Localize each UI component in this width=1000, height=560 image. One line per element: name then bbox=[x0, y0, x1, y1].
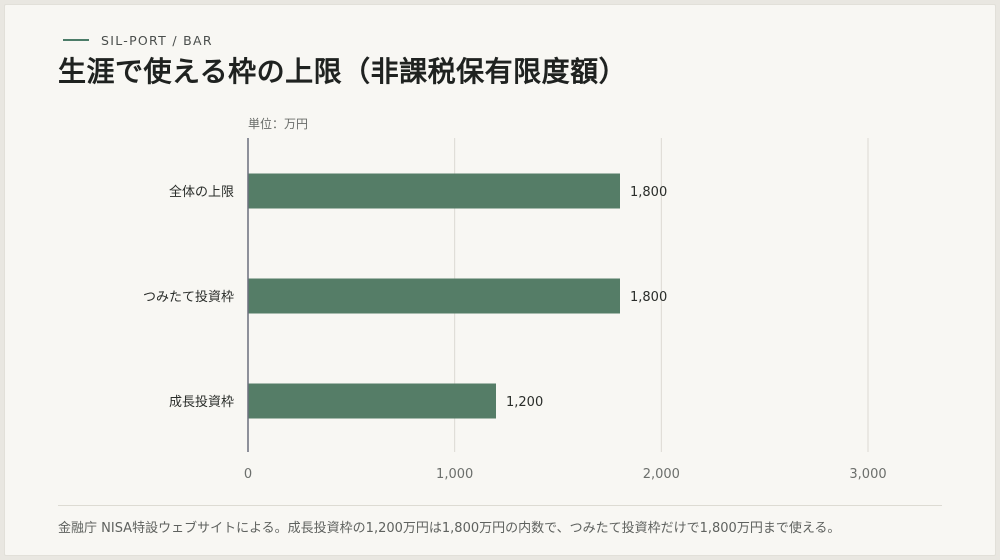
page-title: 生涯で使える枠の上限（非課税保有限度額） bbox=[58, 55, 628, 88]
bar-value-label: 1,200 bbox=[506, 395, 543, 410]
x-tick-label: 2,000 bbox=[643, 467, 680, 482]
footer-note: 金融庁 NISA特設ウェブサイトによる。成長投資枠の1,200万円は1,800万… bbox=[58, 521, 841, 536]
bar bbox=[248, 173, 620, 209]
x-tick-label: 1,000 bbox=[436, 467, 473, 482]
category-label: 成長投資枠 bbox=[169, 394, 234, 410]
bar-value-label: 1,800 bbox=[630, 185, 667, 200]
bar bbox=[248, 383, 496, 419]
category-label: 全体の上限 bbox=[169, 184, 234, 200]
footer-divider bbox=[58, 505, 942, 506]
x-tick-label: 0 bbox=[244, 467, 252, 482]
unit-label: 単位：万円 bbox=[248, 117, 309, 131]
bar-value-label: 1,800 bbox=[630, 290, 667, 305]
eyebrow: SIL-PORT / BAR bbox=[63, 32, 213, 48]
category-label: つみたて投資枠 bbox=[143, 289, 234, 305]
eyebrow-text: SIL-PORT / BAR bbox=[101, 32, 213, 48]
x-tick-label: 3,000 bbox=[849, 467, 886, 482]
eyebrow-accent-line bbox=[63, 39, 89, 41]
bar bbox=[248, 278, 620, 314]
bar-chart: 0 1,000 2,000 3,000 1,800 全体の上限 1,800 つみたて投資枠 1,… bbox=[143, 138, 887, 482]
